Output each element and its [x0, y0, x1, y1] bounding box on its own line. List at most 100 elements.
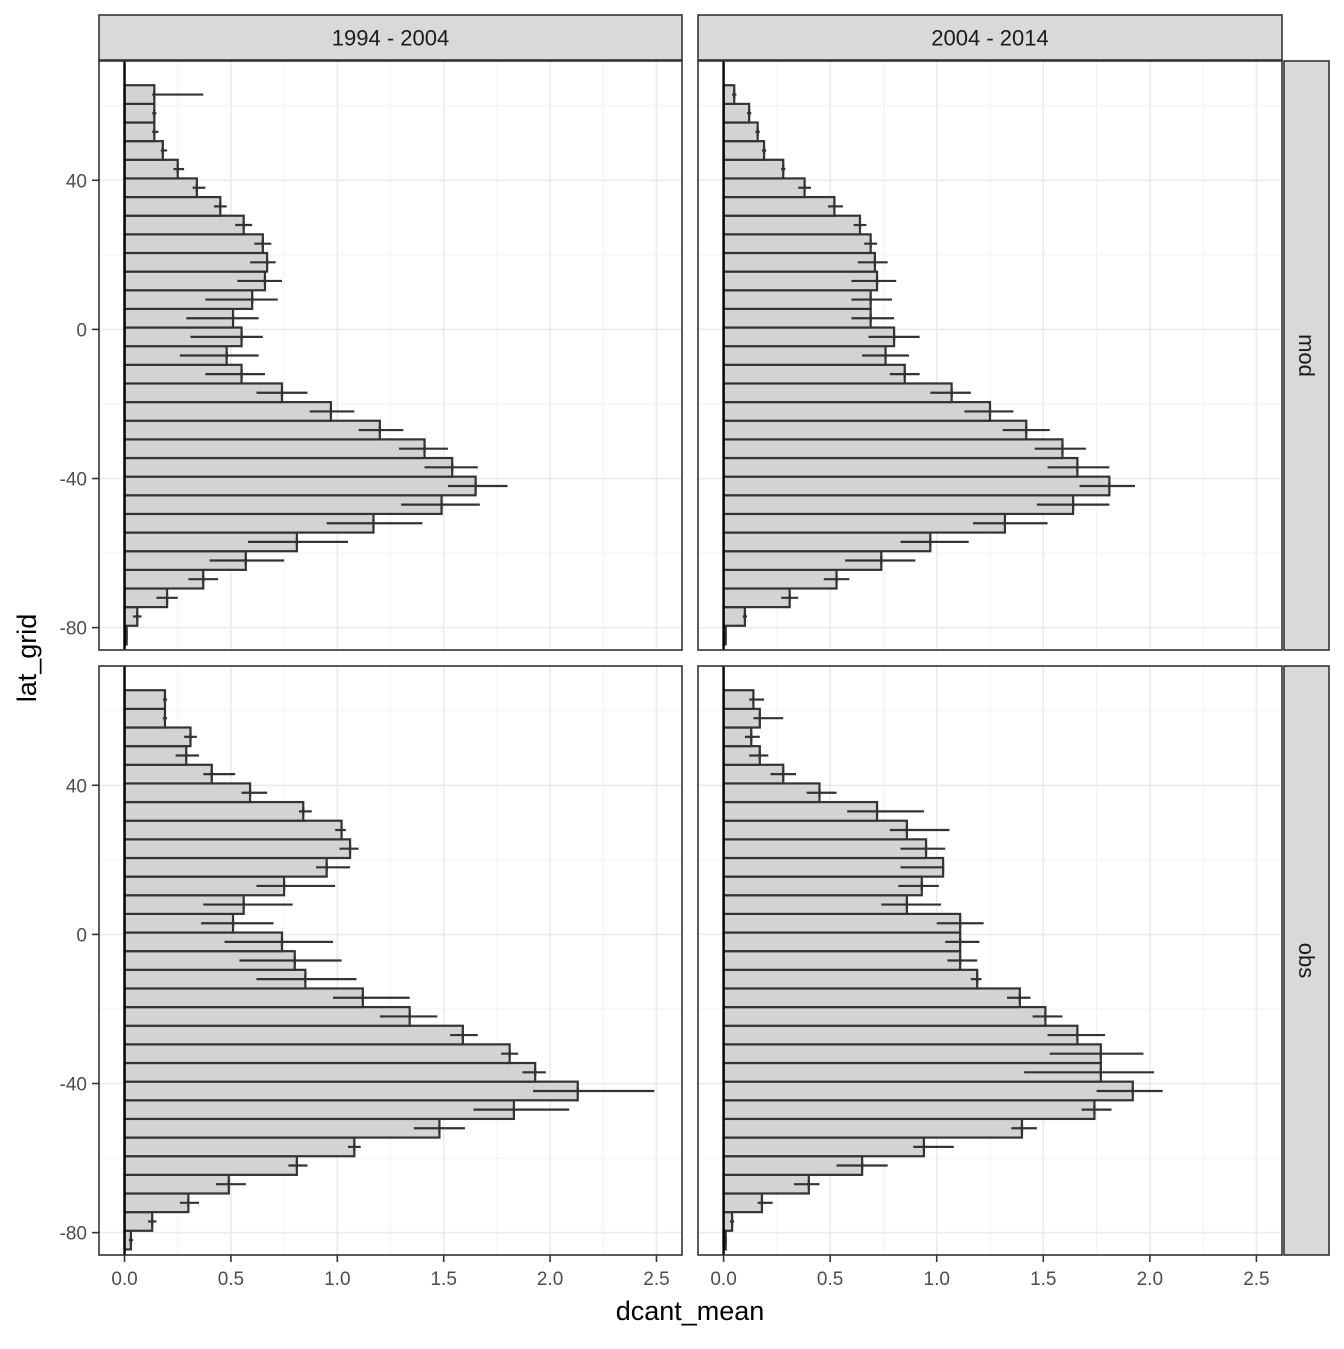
- facet-label-row-mod: mod: [1294, 334, 1319, 377]
- bar-mod-0-lat-63: [123, 84, 156, 105]
- panel-border-obs-0: [98, 665, 683, 1256]
- bar-obs-1-lat--42: [722, 1080, 1134, 1102]
- bar-mod-1-lat--47: [722, 494, 1075, 516]
- bar-obs-1-lat-38: [722, 782, 821, 804]
- bar-mod-1-lat--37: [722, 456, 1079, 478]
- bar-obs-1-lat--32: [722, 1043, 1102, 1065]
- bar-mod-1-lat-23: [722, 233, 872, 255]
- bar-obs-0-lat-38: [123, 782, 252, 804]
- bar-mod-1-lat--72: [722, 587, 791, 609]
- bar-obs-0-lat-18: [123, 856, 328, 878]
- bar-mod-1-lat--32: [722, 438, 1064, 460]
- bar-mod-1-lat--27: [722, 419, 1028, 441]
- bar-mod-0-lat--27: [123, 419, 381, 441]
- x-tick-label: 1.0: [924, 1269, 950, 1290]
- bar-obs-1-lat-3: [722, 912, 962, 934]
- x-tick-label: 2.5: [1243, 1269, 1269, 1290]
- bar-obs-0-lat--47: [123, 1099, 516, 1121]
- bar-obs-0-lat--42: [123, 1080, 579, 1102]
- x-tick-label: 1.5: [1030, 1269, 1056, 1290]
- bar-mod-1-lat-43: [722, 158, 785, 180]
- bar-mod-0-lat-58: [123, 102, 156, 124]
- bar-obs-1-lat--27: [722, 1024, 1079, 1046]
- x-tick-label: 0.5: [218, 1269, 244, 1290]
- bar-obs-0-lat--22: [123, 1005, 411, 1027]
- bar-mod-1-lat--52: [722, 512, 1007, 534]
- bar-obs-0-lat--37: [123, 1061, 537, 1083]
- bar-obs-0-lat--27: [123, 1024, 464, 1046]
- bar-obs-0-lat--32: [123, 1043, 511, 1065]
- bar-mod-1-lat-48: [722, 140, 766, 161]
- bar-mod-1-lat--22: [722, 400, 992, 422]
- bar-obs-0-lat-53: [123, 726, 192, 748]
- bar-obs-0-lat-43: [123, 763, 213, 785]
- bar-obs-1-lat--12: [722, 968, 979, 990]
- bar-mod-1-lat-38: [722, 177, 806, 199]
- bar-mod-0-lat--42: [123, 475, 477, 497]
- facet-label-col-1: 2004 - 2014: [931, 26, 1048, 51]
- bar-mod-0-lat-43: [123, 158, 179, 180]
- bar-obs-1-lat--22: [722, 1005, 1047, 1027]
- bar-obs-0-lat-58: [123, 707, 167, 729]
- x-tick-label: 2.5: [643, 1269, 669, 1290]
- x-tick-label: 1.5: [430, 1269, 456, 1290]
- x-tick-label: 1.0: [324, 1269, 350, 1290]
- frames-layer: [98, 60, 1283, 1256]
- y-tick-label: -40: [60, 1075, 87, 1096]
- bar-obs-1-lat--17: [722, 987, 1021, 1009]
- y-tick-label: 0: [76, 320, 87, 341]
- bar-obs-1-lat-28: [722, 819, 908, 841]
- bar-mod-0-lat--47: [123, 494, 443, 516]
- x-tick-label: 2.0: [537, 1269, 563, 1290]
- bar-obs-1-lat-13: [722, 875, 923, 897]
- bar-mod-1-lat-28: [722, 214, 862, 236]
- bar-obs-1-lat-23: [722, 838, 928, 860]
- x-tick-label: 0.0: [111, 1269, 137, 1290]
- facet-label-col-0: 1994 - 2004: [332, 26, 449, 51]
- bar-mod-0-lat-28: [123, 214, 245, 236]
- bar-mod-1-lat--77: [722, 606, 746, 627]
- bar-mod-0-lat--37: [123, 456, 454, 478]
- bar-obs-1-lat--52: [722, 1117, 1024, 1139]
- bar-mod-1-lat--57: [722, 531, 932, 553]
- bar-mod-1-lat--67: [722, 568, 838, 590]
- bar-obs-0-lat-28: [123, 819, 343, 841]
- bar-obs-1-lat--72: [722, 1192, 764, 1214]
- bar-mod-1-lat--17: [722, 382, 953, 404]
- bar-mod-1-lat-33: [722, 195, 836, 217]
- bar-obs-0-lat--67: [123, 1173, 230, 1195]
- bar-mod-1-lat-8: [722, 289, 872, 311]
- bar-obs-1-lat--47: [722, 1099, 1096, 1121]
- strips-layer: 1994 - 2004 2004 - 2014 mod obs: [98, 14, 1330, 1256]
- bar-mod-0-lat-53: [123, 121, 156, 143]
- y-axis-title: lat_grid: [12, 614, 42, 703]
- bar-obs-1-lat--2: [722, 931, 962, 953]
- bar-obs-1-lat--7: [722, 950, 962, 971]
- bar-mod-1-lat--12: [722, 363, 906, 385]
- bar-obs-0-lat-33: [123, 800, 305, 822]
- bar-obs-1-lat-8: [722, 894, 908, 916]
- panel-border-obs-1: [697, 665, 1283, 1256]
- panel-border-mod-1: [697, 60, 1283, 651]
- x-tick-label: 0.5: [817, 1269, 843, 1290]
- bar-obs-0-lat-63: [123, 689, 167, 710]
- panel-border-mod-0: [98, 60, 683, 651]
- axes-layer: -80 -40 0 40 -80 -40 0 40 0.0 0.5 1.0 1.5 2.0 2.5 0.0 0…: [60, 171, 1270, 1290]
- y-tick-label: -80: [60, 619, 87, 640]
- bar-mod-0-lat-48: [123, 140, 164, 161]
- bar-mod-1-lat-53: [722, 121, 759, 143]
- bar-mod-0-lat-33: [123, 195, 222, 217]
- y-tick-label: 40: [66, 171, 87, 192]
- bar-obs-0-lat--52: [123, 1117, 441, 1139]
- x-tick-label: 0.0: [710, 1269, 736, 1290]
- bar-mod-1-lat-18: [722, 251, 877, 273]
- bar-obs-1-lat-63: [722, 689, 755, 710]
- facet-strip-row-obs: [1283, 665, 1330, 1256]
- y-tick-label: -40: [60, 470, 87, 491]
- facet-strip-col-0: [98, 14, 683, 61]
- bar-mod-0-lat--32: [123, 438, 426, 460]
- bar-mod-1-lat--42: [722, 475, 1111, 497]
- facet-strip-row-mod: [1283, 60, 1330, 651]
- bar-mod-0-lat-18: [123, 251, 269, 273]
